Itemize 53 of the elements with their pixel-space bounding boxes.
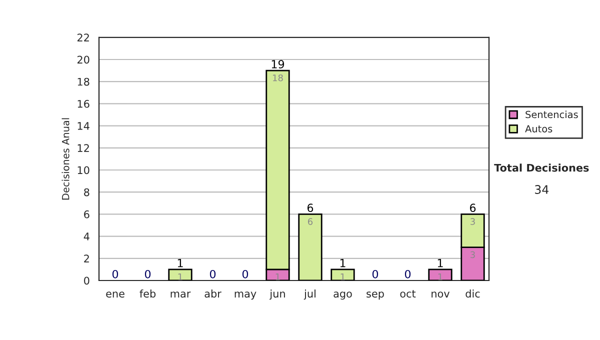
y-tick-label: 18 <box>78 78 90 86</box>
x-tick-label: feb <box>140 290 156 298</box>
text: Total Decisiones <box>494 164 589 172</box>
total-label: 0 <box>242 270 248 278</box>
data-label: 6 <box>308 218 313 225</box>
total-label: 19 <box>272 60 284 68</box>
y-tick-label: 12 <box>78 144 89 152</box>
y-tick-label: 22 <box>77 34 89 42</box>
x-tick-label: sep <box>366 292 384 300</box>
y-tick-label: 8 <box>84 188 90 196</box>
y-axis-title: Decisiones Anual <box>62 118 70 200</box>
data-label: 1 <box>438 273 442 280</box>
total-label: 1 <box>340 259 346 268</box>
y-tick-label: 10 <box>78 166 90 174</box>
x-tick-label: dic <box>466 290 480 298</box>
x-tick-label: nov <box>432 292 450 298</box>
x-tick-label: ene <box>106 292 124 298</box>
bar <box>330 268 355 280</box>
bar <box>428 268 452 280</box>
x-tick-label: jun <box>270 290 285 300</box>
total-label: 1 <box>438 259 443 268</box>
data-label: 1 <box>178 273 182 280</box>
legend-label: Autos <box>525 125 552 132</box>
data-label: 3 <box>470 218 475 225</box>
total-label: 0 <box>144 270 151 278</box>
total-label: 0 <box>404 270 411 278</box>
x-tick-label: mar <box>170 292 191 298</box>
data-label: 3 <box>470 251 475 258</box>
total-label: 6 <box>470 204 476 212</box>
x-tick-label: abr <box>204 290 222 298</box>
y-tick-label: 2 <box>84 254 89 262</box>
y-tick-label: 14 <box>78 122 90 130</box>
data-label: 1 <box>340 273 345 280</box>
y-tick-label: 0 <box>84 276 90 285</box>
x-tick-label: jul <box>304 290 316 300</box>
bar <box>168 268 192 280</box>
data-label: 1 <box>276 273 280 280</box>
legend-label: Sentencias <box>526 110 578 118</box>
bar <box>298 214 322 280</box>
data-label: 18 <box>273 74 283 82</box>
total-label: 0 <box>372 270 378 278</box>
total-label: 0 <box>112 270 118 278</box>
y-tick-label: 4 <box>84 232 90 240</box>
total-label: 1 <box>178 259 183 268</box>
x-tick-label: ago <box>334 292 352 300</box>
y-tick-label: 6 <box>84 210 90 218</box>
text: 34 <box>535 185 548 194</box>
total-label: 6 <box>307 204 314 212</box>
x-tick-label: may <box>234 292 256 300</box>
y-tick-label: 16 <box>78 100 90 108</box>
x-tick-label: oct <box>400 290 416 298</box>
y-tick-label: 20 <box>77 56 90 64</box>
total-label: 0 <box>210 270 216 278</box>
